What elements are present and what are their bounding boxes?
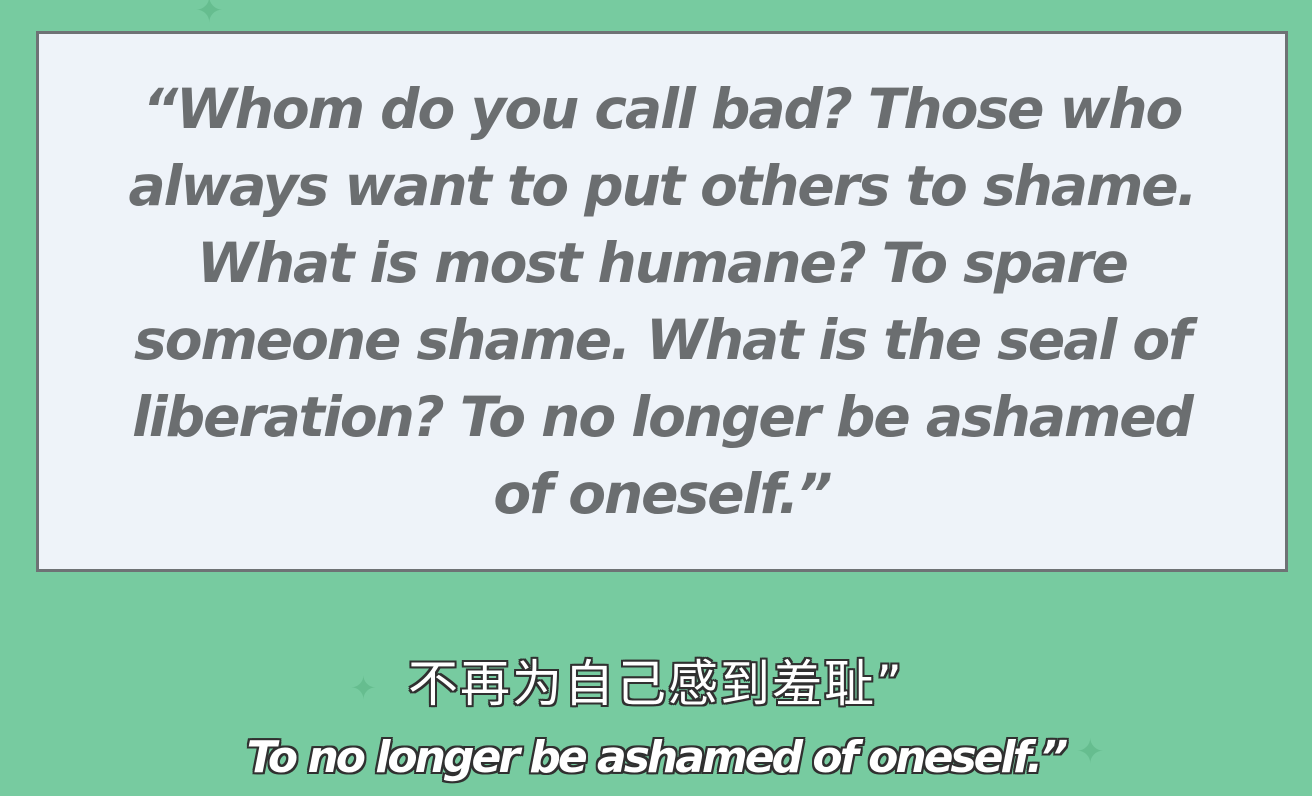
subtitle-english: To no longer be ashamed of oneself.” (246, 732, 1069, 783)
sparkle-icon: ✦ (195, 0, 224, 31)
quote-text: “Whom do you call bad? Those who always … (128, 76, 1198, 526)
quote-card: “Whom do you call bad? Those who always … (36, 31, 1288, 572)
sparkle-icon: ✦ (350, 669, 377, 707)
subtitle-chinese: 不再为自己感到羞耻” (408, 655, 904, 713)
sparkle-icon: ✦ (1076, 732, 1105, 772)
